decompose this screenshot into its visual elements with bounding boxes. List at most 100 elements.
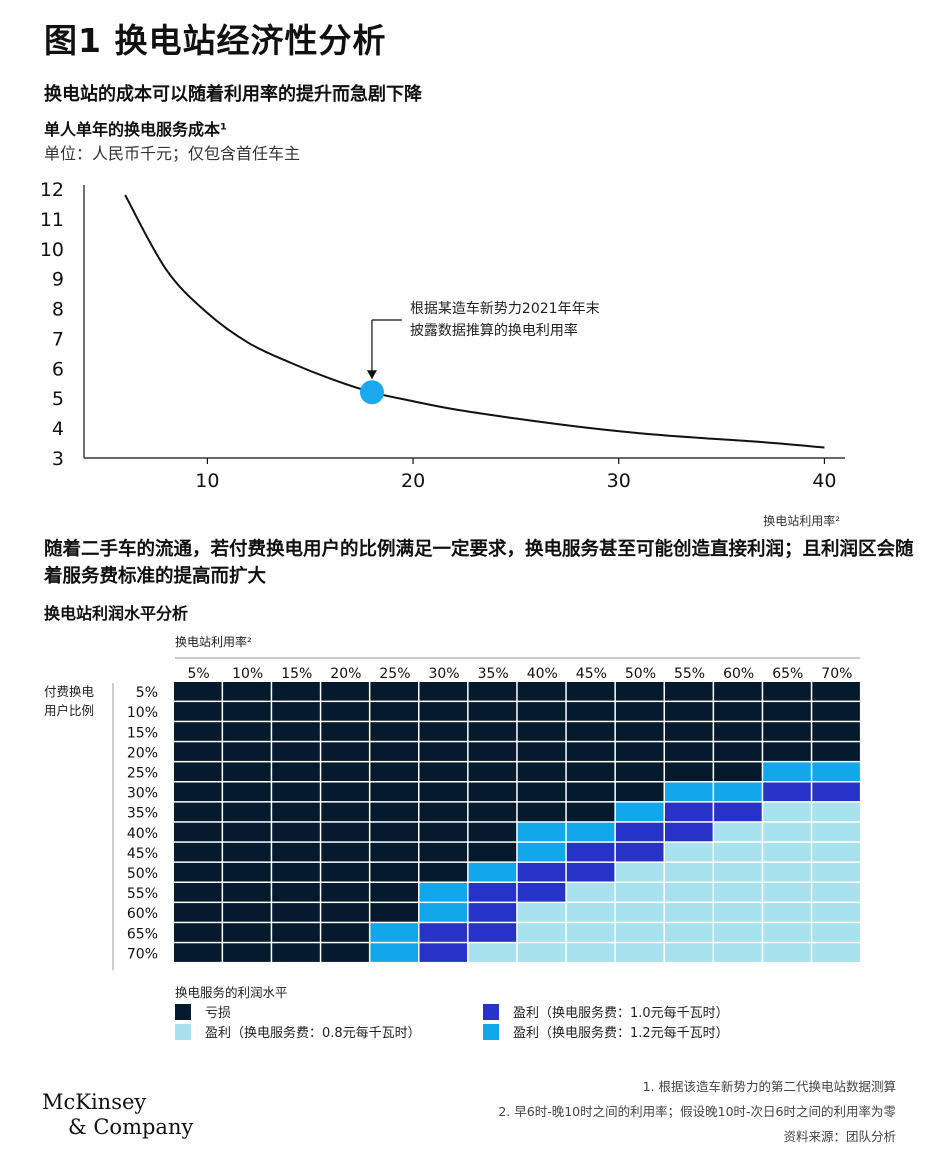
heatmap-cell	[419, 842, 468, 862]
heatmap-cell	[174, 943, 222, 962]
heatmap-cell	[714, 782, 762, 802]
heatmap-cell	[714, 802, 762, 822]
heatmap-x-label: 70%	[821, 666, 852, 682]
heatmap-cell	[812, 923, 860, 942]
heatmap-cell	[419, 903, 468, 922]
heatmap-cell	[468, 862, 517, 882]
heatmap-cell	[370, 682, 418, 701]
heatmap-cell	[174, 883, 222, 902]
heatmap-cell	[714, 903, 762, 922]
heatmap-cell	[174, 842, 222, 862]
heatmap-cell	[272, 862, 320, 882]
heatmap-x-label: 15%	[281, 666, 312, 682]
heatmap-cell	[517, 702, 566, 721]
heatmap-x-label: 55%	[674, 666, 705, 682]
heatmap-x-label: 65%	[772, 666, 803, 682]
heatmap-y-label: 50%	[127, 866, 158, 882]
heatmap-cell	[517, 802, 566, 822]
heatmap-cell	[272, 722, 320, 741]
heatmap-cell	[370, 762, 418, 781]
y-tick-label: 3	[52, 448, 64, 470]
heatmap-y-label: 30%	[127, 786, 158, 802]
heatmap-x-label: 35%	[478, 666, 509, 682]
heatmap-cell	[615, 883, 664, 902]
heatmap-cell	[812, 782, 860, 802]
heatmap-cell	[174, 682, 222, 701]
heatmap-cell	[174, 782, 222, 802]
heatmap-cell	[763, 923, 811, 942]
heatmap-cell	[812, 883, 860, 902]
heatmap-y-label: 5%	[136, 685, 158, 701]
heatmap-cell	[812, 842, 860, 862]
heatmap-cell	[763, 862, 811, 882]
heatmap-cell	[321, 702, 369, 721]
heatmap-cell	[566, 682, 615, 701]
section1-heading: 换电站的成本可以随着利用率的提升而急剧下降	[44, 84, 422, 105]
heatmap-cell	[321, 682, 369, 701]
heatmap-cell	[468, 842, 517, 862]
heatmap-cell	[763, 802, 811, 822]
annotation-text: 披露数据推算的换电利用率	[410, 322, 578, 339]
heatmap-cell	[566, 862, 615, 882]
heatmap-cell	[370, 923, 418, 942]
x-tick-label: 10	[195, 470, 219, 492]
heatmap-cell	[566, 883, 615, 902]
heatmap-cell	[714, 923, 762, 942]
heatmap-y-axis-title: 付费换电	[44, 684, 95, 699]
heatmap-cell	[615, 702, 664, 721]
y-tick-label: 4	[52, 418, 64, 440]
heatmap-cell	[763, 903, 811, 922]
heatmap-cell	[419, 682, 468, 701]
heatmap-cell	[370, 702, 418, 721]
heatmap-cell	[223, 862, 271, 882]
heatmap-cell	[272, 943, 320, 962]
x-tick-label: 20	[401, 470, 425, 492]
heatmap-cell	[174, 742, 222, 761]
heatmap-cell	[321, 923, 369, 942]
heatmap-x-axis-title: 换电站利用率²	[175, 634, 252, 649]
heatmap-y-label: 35%	[127, 806, 158, 822]
heatmap-x-label: 60%	[723, 666, 754, 682]
heatmap-cell	[566, 842, 615, 862]
heatmap-cell	[665, 722, 713, 741]
cost-line-chart: 3 4 5 6 7 8 9 10 11 12 10 20 30 40 根据某造车新势力2021年年末披露…	[40, 179, 845, 528]
heatmap-cell	[468, 782, 517, 802]
heatmap-cell	[468, 722, 517, 741]
heatmap-cell	[615, 762, 664, 781]
heatmap-cell	[370, 862, 418, 882]
y-tick-label: 12	[40, 179, 64, 201]
heatmap-cell	[419, 802, 468, 822]
heatmap-y-axis-title: 用户比例	[44, 703, 94, 718]
heatmap-cell	[223, 762, 271, 781]
heatmap-cell	[517, 822, 566, 842]
heatmap-cell	[566, 702, 615, 721]
heatmap-cell	[468, 762, 517, 781]
heatmap-cell	[665, 842, 713, 862]
chart1-unit: 单位：人民币千元；仅包含首任车主	[44, 144, 301, 163]
heatmap-cell	[223, 842, 271, 862]
y-tick-label: 6	[52, 358, 64, 380]
heatmap-cell	[714, 883, 762, 902]
heatmap-cell	[763, 702, 811, 721]
heatmap-cell	[321, 762, 369, 781]
x-axis-label: 换电站利用率²	[763, 513, 840, 528]
legend-item-profit-1-2: 盈利（换电服务费：1.2元每千瓦时）	[483, 1022, 729, 1041]
heatmap-y-label: 20%	[127, 745, 158, 761]
legend-swatch-profit-1-2	[483, 1023, 499, 1040]
heatmap-cell	[272, 762, 320, 781]
heatmap-cell	[321, 842, 369, 862]
heatmap-cell	[566, 722, 615, 741]
heatmap-cell	[272, 842, 320, 862]
heatmap-cell	[272, 903, 320, 922]
heatmap-cell	[615, 842, 664, 862]
heatmap-cell	[812, 722, 860, 741]
y-tick-label: 9	[52, 269, 64, 291]
heatmap-cell	[665, 903, 713, 922]
heatmap-cell	[665, 822, 713, 842]
heatmap-cell	[763, 822, 811, 842]
heatmap-cell	[665, 742, 713, 761]
heatmap-y-label: 65%	[127, 926, 158, 942]
heatmap-x-label: 5%	[187, 666, 209, 682]
heatmap-cell	[763, 682, 811, 701]
heatmap-cell	[517, 682, 566, 701]
